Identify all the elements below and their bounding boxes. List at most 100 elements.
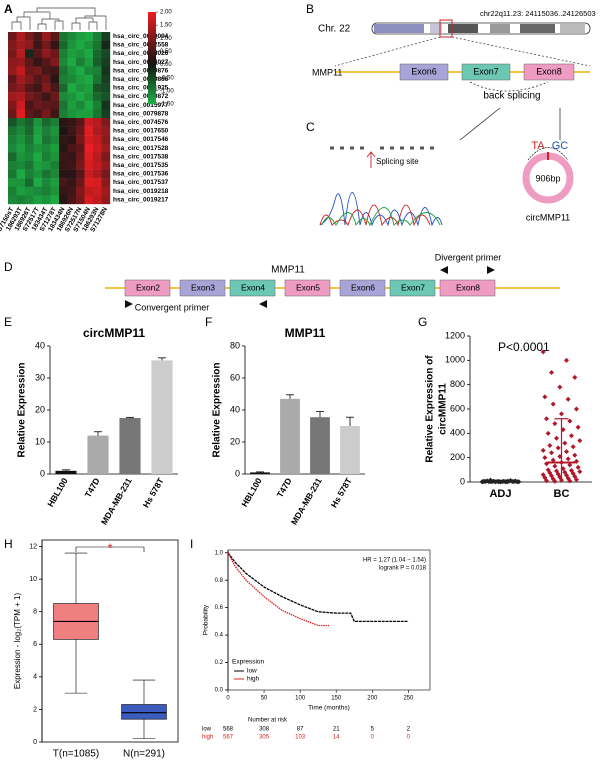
- heatmap-cell: [33, 126, 43, 136]
- exon-label: Exon7: [473, 66, 499, 76]
- x-tick-label: MDA-MB-231: [289, 476, 324, 527]
- row-label: hsa_circ_0017537: [113, 179, 169, 186]
- heatmap-cell: [42, 75, 51, 84]
- heatmap-cell: [84, 143, 94, 153]
- row-label: hsa_circ_0017528: [113, 145, 169, 152]
- annotation: HR = 1.27 (1.04 − 1.54): [363, 558, 426, 564]
- chromosome-label: Chr. 22: [318, 24, 351, 35]
- heatmap-cell: [76, 195, 85, 205]
- heatmap-cell: [93, 57, 102, 67]
- heatmap-cell: [50, 75, 60, 84]
- heatmap-cell: [25, 126, 34, 136]
- heatmap-cell: [33, 40, 43, 50]
- heatmap-cell: [67, 178, 77, 187]
- y-tick-label: 2: [33, 706, 37, 713]
- heatmap-cell: [84, 75, 94, 84]
- legend-title: Expression: [232, 659, 265, 666]
- colorbar-step: [148, 71, 156, 75]
- heatmap-cell: [25, 83, 34, 93]
- point: [540, 349, 546, 355]
- y-tick-label: 40: [230, 404, 240, 414]
- point: [567, 418, 573, 424]
- primer-diagram: [105, 266, 560, 308]
- y-tick-label: 6: [33, 641, 37, 648]
- risk-value: 568: [223, 727, 234, 733]
- heatmap-cell: [67, 186, 77, 196]
- colorbar-step: [148, 62, 156, 66]
- heatmap-cell: [84, 57, 94, 67]
- exon-label: Exon2: [136, 282, 160, 292]
- heatmap-cell: [76, 143, 85, 153]
- gene-label: MMP11: [312, 67, 342, 77]
- colorbar-label: 0.00: [160, 62, 172, 68]
- y-tick-label: 600: [450, 403, 465, 413]
- y-axis-label: Relative Expression of: [425, 355, 436, 463]
- annotation: *: [107, 540, 112, 555]
- heatmap-cell: [67, 49, 77, 58]
- heatmap-cell: [16, 57, 26, 67]
- point: [540, 447, 546, 453]
- colorbar-step: [148, 97, 156, 100]
- heatmap-cell: [101, 49, 111, 58]
- colorbar-step: [148, 101, 156, 105]
- heatmap-cell: [25, 143, 34, 153]
- heatmap-cell: [50, 40, 60, 50]
- heatmap-cell: [67, 57, 77, 67]
- y-axis-label: Relative Expression: [17, 362, 28, 457]
- colorbar-step: [148, 78, 156, 82]
- heatmap-cell: [16, 186, 26, 196]
- heatmap-cell: [50, 178, 60, 187]
- heatmap-cell: [33, 75, 43, 84]
- x-tick-label: 150: [331, 696, 342, 702]
- heatmap-cell: [25, 152, 34, 162]
- heatmap-cell: [93, 143, 102, 153]
- heatmap-cell: [50, 109, 60, 119]
- heatmap-cell: [84, 92, 94, 101]
- heatmap-cell: [33, 152, 43, 162]
- y-tick-label: 0: [460, 476, 465, 486]
- heatmap-cell: [42, 126, 51, 136]
- heatmap-cell: [16, 32, 26, 41]
- heatmap-cell: [101, 92, 111, 101]
- row-label: hsa_circ_0079878: [113, 110, 169, 117]
- heatmap-cell: [8, 143, 17, 153]
- y-tick-label: 30: [35, 372, 45, 382]
- heatmap-cell: [16, 66, 26, 76]
- chart-title: circMMP11: [83, 326, 145, 340]
- primer-label: Convergent primer: [135, 302, 210, 312]
- heatmap-cell: [84, 100, 94, 110]
- colorbar-step: [148, 32, 156, 36]
- row-label: hsa_circ_0017538: [113, 153, 169, 160]
- y-tick-label: 0: [235, 468, 240, 478]
- heatmap-cell: [101, 109, 111, 119]
- heatmap-cell: [93, 178, 102, 187]
- heatmap-cell: [67, 135, 77, 144]
- heatmap-cell: [16, 75, 26, 84]
- y-tick-label: 0.2: [215, 660, 224, 666]
- risk-value: 103: [295, 735, 306, 741]
- heatmap-cell: [59, 100, 68, 110]
- y-tick-label: 40: [35, 340, 45, 350]
- colorbar-step: [148, 25, 156, 29]
- y-tick-label: 1000: [445, 355, 465, 365]
- heatmap-cell: [84, 109, 94, 119]
- heatmap-cell: [50, 161, 60, 170]
- point: [563, 357, 569, 363]
- row-label: hsa_circ_0074027: [113, 59, 169, 66]
- point: [565, 456, 571, 462]
- heatmap-cell: [84, 186, 94, 196]
- colorbar-step: [148, 69, 156, 73]
- heatmap-cell: [93, 100, 102, 110]
- point: [544, 416, 550, 422]
- risk-row-label: high: [202, 735, 213, 741]
- risk-title: Number at risk: [248, 718, 288, 724]
- chromosome: [334, 19, 591, 141]
- row-label: hsa_circ_0019218: [113, 188, 169, 195]
- colorbar-step: [148, 67, 156, 70]
- risk-value: 87: [297, 727, 304, 733]
- panel-letter: I: [190, 537, 193, 551]
- x-tick-label: T(n=1085): [53, 749, 99, 760]
- y-axis-label: circMMP11: [438, 383, 449, 435]
- heatmap-cell: [25, 169, 34, 179]
- y-tick-label: 20: [230, 436, 240, 446]
